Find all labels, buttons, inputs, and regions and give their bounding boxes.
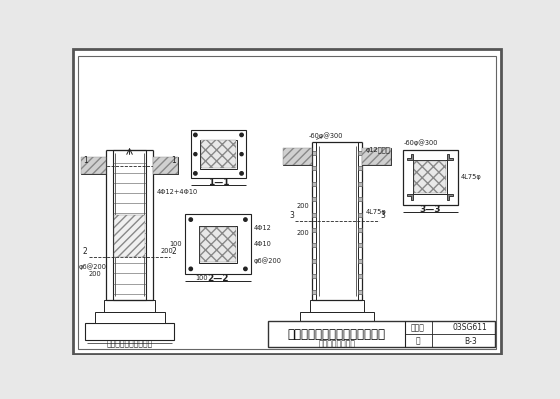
Polygon shape xyxy=(407,194,413,200)
Text: 4Φ12: 4Φ12 xyxy=(254,225,272,231)
Bar xyxy=(104,300,155,312)
Text: 外包钉加固独立柱: 外包钉加固独立柱 xyxy=(319,340,356,349)
Text: 2—2: 2—2 xyxy=(207,275,229,283)
Text: 4Φ10: 4Φ10 xyxy=(254,241,272,247)
Text: φ6@200: φ6@200 xyxy=(78,263,106,270)
Circle shape xyxy=(194,172,197,175)
Text: 200: 200 xyxy=(161,248,174,254)
Text: -60φ@300: -60φ@300 xyxy=(404,139,438,146)
Bar xyxy=(191,130,246,178)
Bar xyxy=(312,182,316,186)
Bar xyxy=(312,290,316,294)
Bar xyxy=(403,150,458,205)
Bar xyxy=(312,213,316,217)
Bar xyxy=(153,157,178,174)
Text: 03SG611: 03SG611 xyxy=(453,323,488,332)
Text: 200: 200 xyxy=(89,271,102,277)
Bar xyxy=(358,197,362,201)
Bar xyxy=(358,259,362,263)
Polygon shape xyxy=(407,154,413,160)
Bar xyxy=(413,160,447,194)
Bar xyxy=(310,300,364,312)
Bar xyxy=(316,142,358,300)
Circle shape xyxy=(194,133,197,136)
Text: 4L75φ: 4L75φ xyxy=(366,209,386,215)
Bar xyxy=(114,215,145,257)
Text: -60φ@300: -60φ@300 xyxy=(309,132,343,139)
Text: φ12、锄钉: φ12、锄钉 xyxy=(366,146,390,153)
Text: 100: 100 xyxy=(195,275,208,281)
Bar xyxy=(200,140,236,168)
Text: 图商号: 图商号 xyxy=(411,323,425,332)
Text: 1—1: 1—1 xyxy=(208,178,229,187)
Bar xyxy=(312,243,316,247)
Text: 4Φ12+4Φ10: 4Φ12+4Φ10 xyxy=(157,189,198,195)
Bar xyxy=(95,312,165,323)
Bar xyxy=(358,166,362,170)
Bar xyxy=(358,243,362,247)
Bar xyxy=(81,157,106,174)
Bar xyxy=(312,151,316,155)
Polygon shape xyxy=(447,194,453,200)
Bar xyxy=(312,259,316,263)
Bar xyxy=(185,214,251,274)
Bar xyxy=(153,157,178,174)
Text: 混凝土围套及外包钉加固独立柱: 混凝土围套及外包钉加固独立柱 xyxy=(287,328,385,341)
Text: 200: 200 xyxy=(297,230,310,236)
Text: 3: 3 xyxy=(289,211,294,219)
Bar xyxy=(312,166,316,170)
Bar xyxy=(312,197,316,201)
Bar xyxy=(81,157,106,174)
Bar xyxy=(300,312,374,323)
Text: 3: 3 xyxy=(380,211,385,219)
Text: 2: 2 xyxy=(83,247,87,256)
Circle shape xyxy=(240,152,243,156)
Text: 2: 2 xyxy=(171,247,176,256)
Text: 页: 页 xyxy=(416,337,420,346)
Bar xyxy=(358,290,362,294)
Circle shape xyxy=(240,133,243,136)
Text: 3—3: 3—3 xyxy=(419,205,441,214)
Bar xyxy=(200,227,236,262)
Bar xyxy=(358,228,362,232)
Text: 混凝土围套加固独立柱: 混凝土围套加固独立柱 xyxy=(106,340,153,349)
Bar xyxy=(113,150,146,300)
Bar xyxy=(200,140,237,169)
Text: φ6@200: φ6@200 xyxy=(254,257,282,264)
Polygon shape xyxy=(447,154,453,160)
Bar xyxy=(414,161,446,194)
Bar xyxy=(362,148,391,165)
Bar xyxy=(312,228,316,232)
Circle shape xyxy=(244,267,247,271)
Bar xyxy=(358,151,362,155)
Circle shape xyxy=(189,218,193,221)
Bar xyxy=(199,226,237,263)
Bar xyxy=(362,148,391,165)
Text: 1: 1 xyxy=(83,156,87,165)
Bar xyxy=(358,182,362,186)
Text: 4L75φ: 4L75φ xyxy=(460,174,481,180)
Text: 100: 100 xyxy=(169,241,181,247)
Bar xyxy=(283,148,312,165)
Bar xyxy=(283,148,312,165)
Text: 200: 200 xyxy=(297,203,310,209)
Circle shape xyxy=(240,172,243,175)
Bar xyxy=(268,321,495,348)
Text: B-3: B-3 xyxy=(464,337,477,346)
Bar xyxy=(358,213,362,217)
Bar xyxy=(85,323,174,340)
Circle shape xyxy=(194,152,197,156)
Bar xyxy=(358,274,362,278)
Circle shape xyxy=(189,267,193,271)
Circle shape xyxy=(244,218,247,221)
Bar xyxy=(312,274,316,278)
Bar xyxy=(291,323,383,340)
Text: 1: 1 xyxy=(171,156,176,165)
